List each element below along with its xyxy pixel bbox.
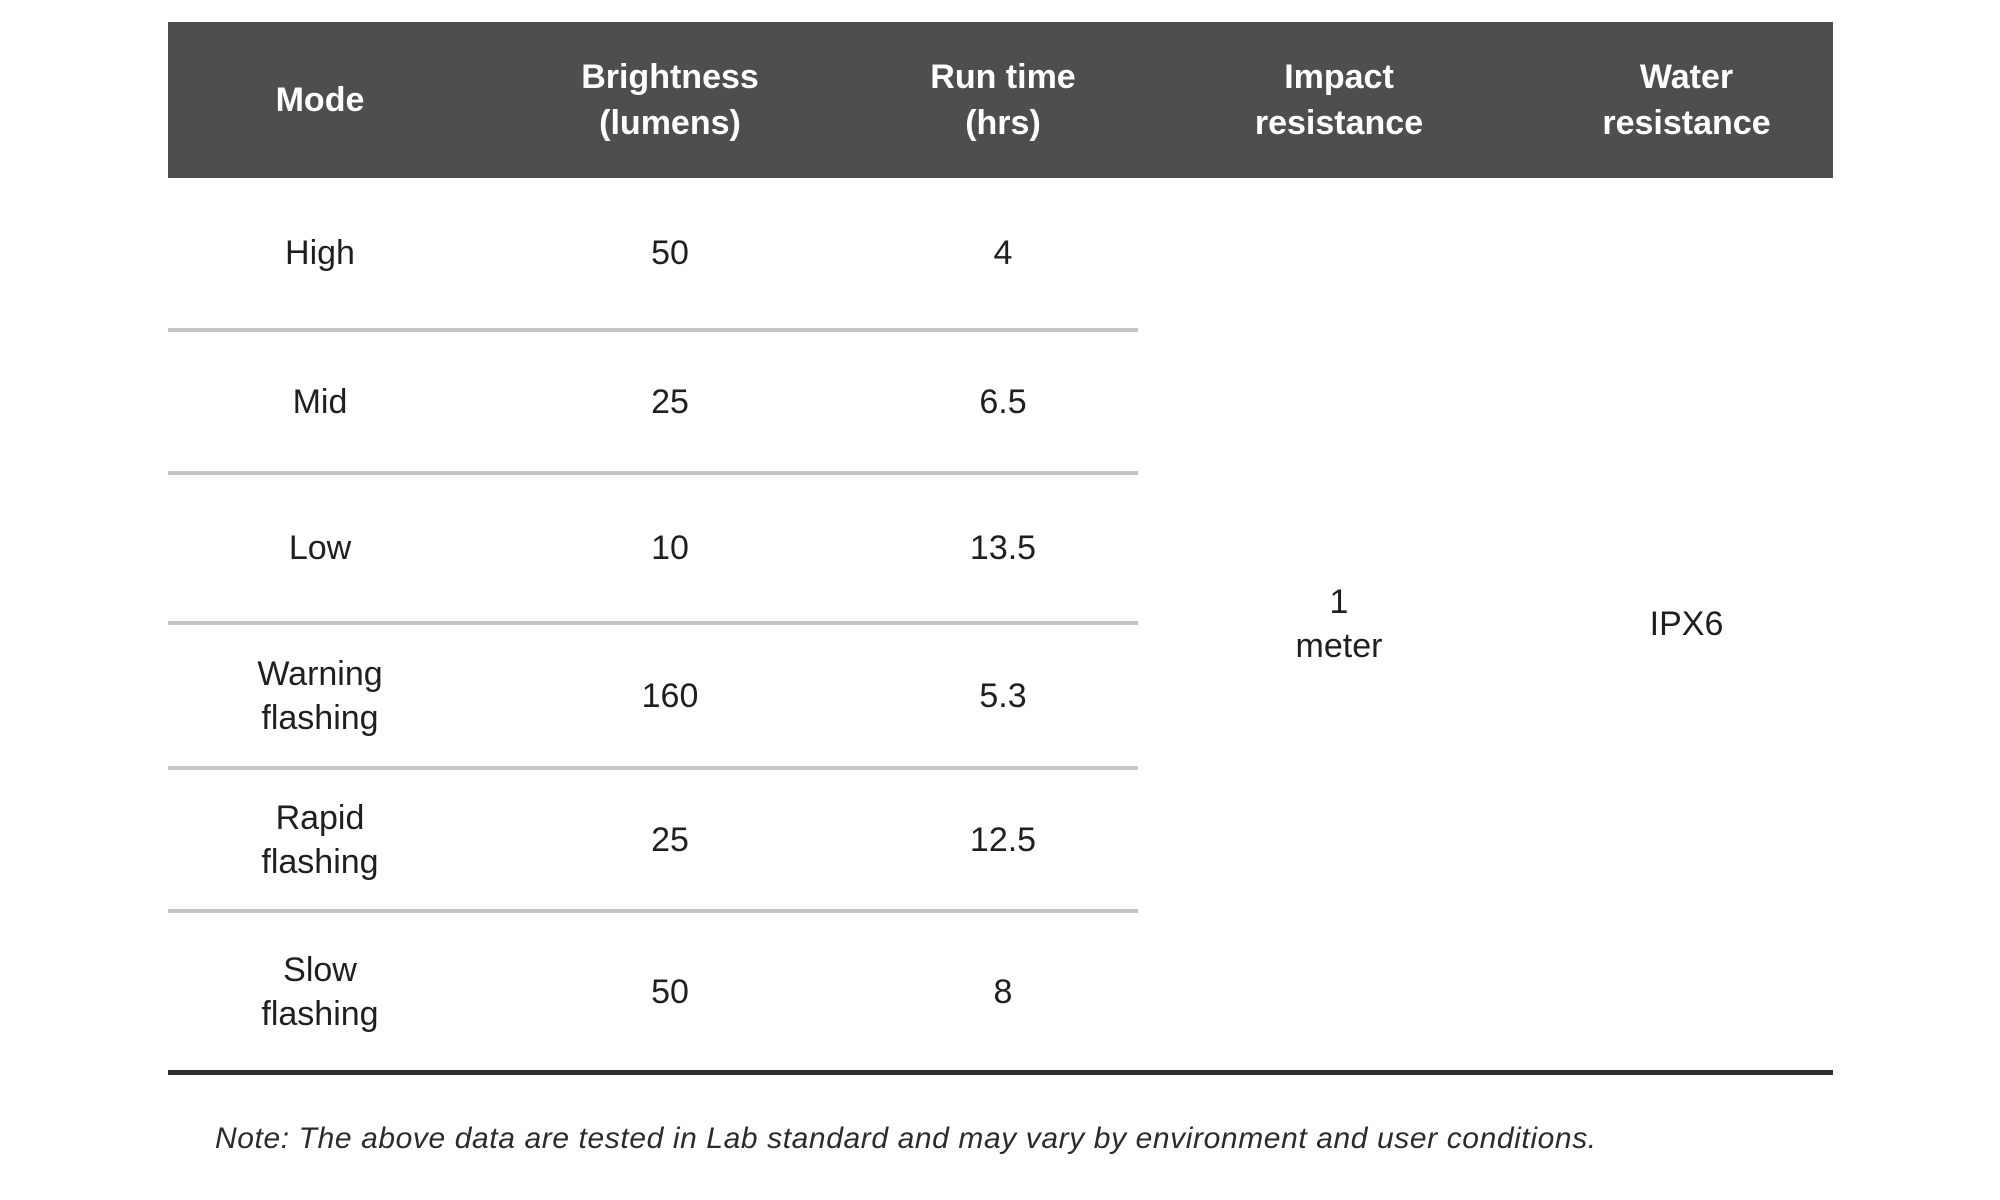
header-brightness: Brightness (lumens) [581, 58, 759, 142]
cell-water-resistance: IPX6 [1649, 605, 1724, 643]
cell-runtime-rapid-flashing: 12.5 [868, 770, 1138, 913]
cell-runtime-mid: 6.5 [868, 332, 1138, 475]
cell-mode-slow-flashing: Slow flashing [261, 950, 379, 1033]
cell-mode-warning-flashing: Warning flashing [168, 625, 472, 770]
cell-runtime-high: 4 [868, 178, 1138, 332]
header-water-resistance: Water resistance [1602, 58, 1771, 142]
cell-brightness-slow-flashing: 50 [651, 972, 689, 1011]
spec-table: Mode Brightness (lumens) Run time (hrs) … [168, 22, 1833, 1075]
header-run-time: Run time (hrs) [930, 58, 1076, 142]
cell-runtime-slow-flashing: 8 [993, 972, 1013, 1011]
cell-brightness-high: 50 [472, 178, 868, 332]
cell-mode-mid: Mid [168, 332, 472, 475]
header-mode: Mode [275, 81, 365, 119]
cell-mode-high: High [168, 178, 472, 332]
header-impact-resistance: Impact resistance [1254, 58, 1424, 142]
cell-mode-rapid-flashing: Rapid flashing [168, 770, 472, 913]
cell-brightness-warning-flashing: 160 [472, 625, 868, 770]
cell-runtime-low: 13.5 [868, 475, 1138, 625]
cell-mode-low: Low [168, 475, 472, 625]
footnote: Note: The above data are tested in Lab s… [215, 1122, 1597, 1155]
table-header-row: Mode Brightness (lumens) Run time (hrs) … [168, 22, 1833, 178]
cell-brightness-rapid-flashing: 25 [472, 770, 868, 913]
table-body: High 50 4 Mid 25 6.5 Low 10 13.5 Warning… [168, 178, 1833, 1075]
cell-brightness-low: 10 [472, 475, 868, 625]
cell-brightness-mid: 25 [472, 332, 868, 475]
cell-runtime-warning-flashing: 5.3 [868, 625, 1138, 770]
cell-impact-resistance: 1 meter [1295, 583, 1383, 665]
